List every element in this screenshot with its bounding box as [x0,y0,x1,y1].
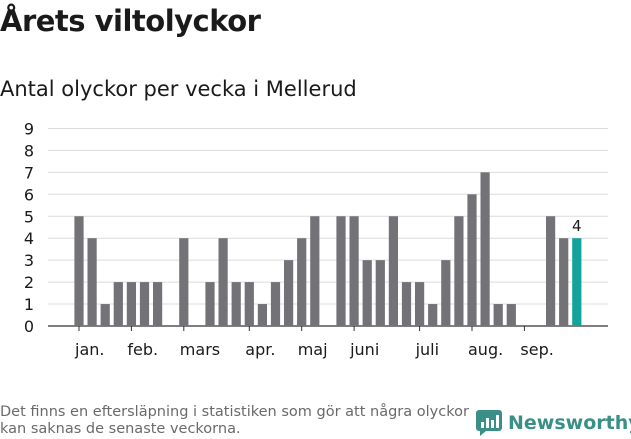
bar [559,238,569,326]
newsworthy-logo: Newsworthy [476,409,631,437]
bar [244,282,254,326]
y-tick-label: 3 [24,251,34,270]
bar [297,238,307,326]
newsworthy-icon [476,410,502,436]
bar [441,260,451,326]
x-month-label: jan. [74,340,104,359]
bar [74,216,84,326]
x-month-label: apr. [245,340,275,359]
bar [362,260,372,326]
footnote: Det finns en eftersläpning i statistiken… [0,404,469,437]
bar [349,216,359,326]
bars [74,172,582,326]
bar [218,238,228,326]
x-month-label: juli [415,340,439,359]
x-month-label: aug. [468,340,503,359]
x-month-label: sep. [520,340,553,359]
x-month-label: feb. [127,340,158,359]
bar-chart: 0 1 2 3 4 5 6 7 8 9 4 jan. feb. mars apr. maj juni juli… [24,119,608,359]
x-month-label: maj [298,340,328,359]
y-tick-label: 9 [24,119,34,138]
x-axis-ticks: jan. feb. mars apr. maj juni juli aug. sep. [74,326,554,359]
y-tick-label: 7 [24,163,34,182]
bar [231,282,241,326]
bar [270,282,281,326]
y-axis-ticks: 0 1 2 3 4 5 6 7 8 9 [24,119,34,336]
bar [100,304,110,326]
bar [454,216,464,326]
bar [126,282,136,326]
bar [310,216,320,326]
x-month-label: mars [180,340,220,359]
bar [284,260,294,326]
bar [401,282,412,326]
current-week-value-label: 4 [572,217,582,235]
y-tick-label: 6 [24,185,34,204]
brand-name: Newsworthy [508,412,631,434]
bar [179,238,189,326]
bar [153,282,163,326]
y-tick-label: 1 [24,295,34,314]
data-labels: 4 [572,217,582,235]
y-tick-label: 4 [24,229,34,248]
y-tick-label: 0 [24,317,34,336]
x-month-label: juni [349,340,379,359]
bar [205,282,215,326]
bar [139,282,150,326]
bar [257,304,267,326]
bar [546,216,556,326]
y-tick-label: 8 [24,141,34,160]
bar [415,282,425,326]
bar [506,304,516,326]
y-tick-label: 2 [24,273,34,292]
bar [113,282,123,326]
bar [428,304,438,326]
chart-title: Årets viltolyckor [0,4,261,38]
bar [336,216,346,326]
bar-current-week [572,238,582,326]
bar [480,172,490,326]
bar [388,216,398,326]
bar [493,304,503,326]
bar [375,260,385,326]
chart-subtitle: Antal olyckor per vecka i Mellerud [0,77,357,101]
bar [87,238,97,326]
bar [467,194,477,326]
y-tick-label: 5 [24,207,34,226]
